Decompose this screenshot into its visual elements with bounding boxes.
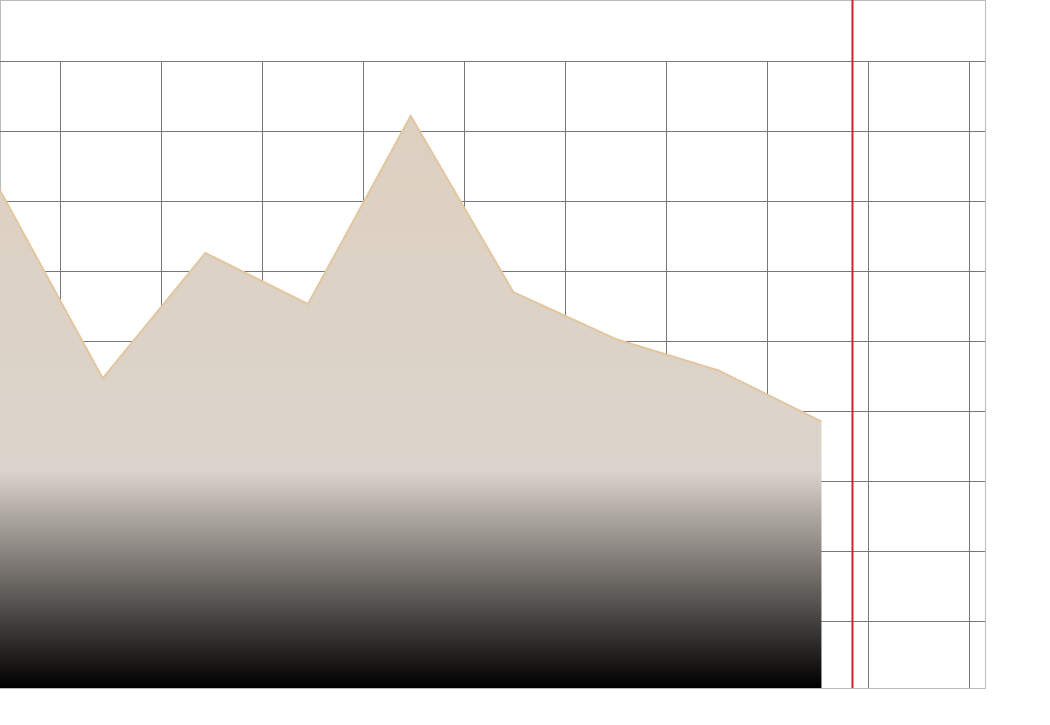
- area-fill: [0, 115, 822, 688]
- area-series: [0, 113, 822, 688]
